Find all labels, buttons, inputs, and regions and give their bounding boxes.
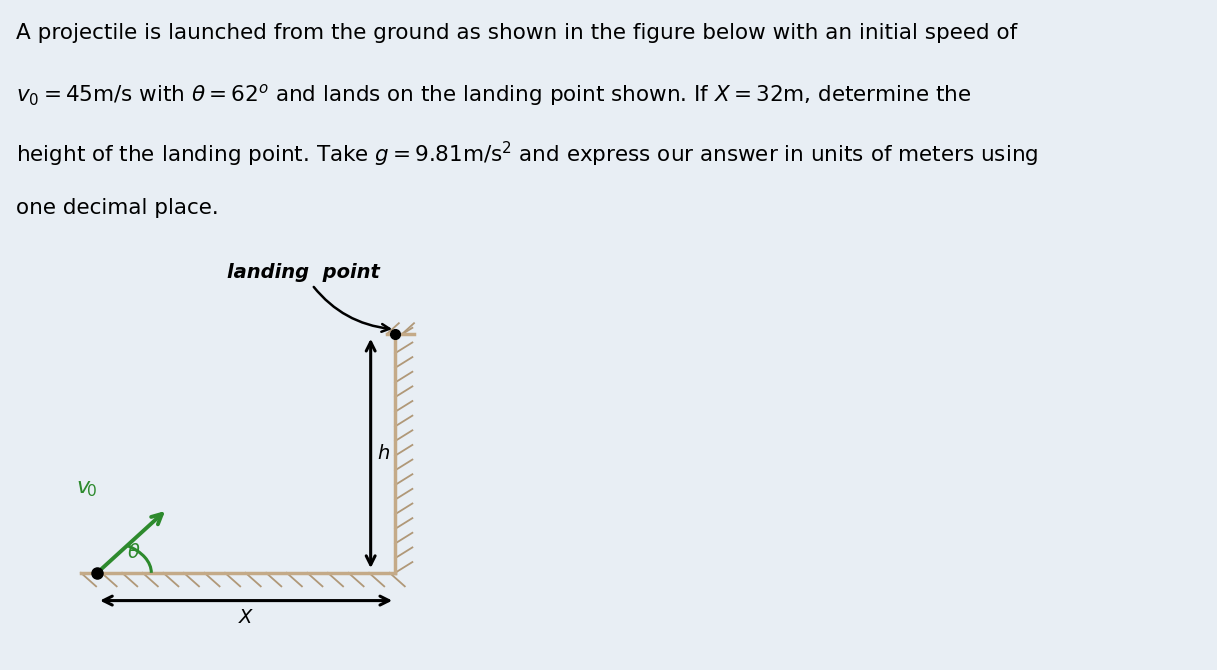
Text: $\theta$: $\theta$ (127, 543, 140, 562)
Text: one decimal place.: one decimal place. (16, 198, 219, 218)
Text: A projectile is launched from the ground as shown in the figure below with an in: A projectile is launched from the ground… (16, 23, 1017, 44)
Text: $X$: $X$ (237, 608, 254, 626)
Text: landing  point: landing point (228, 263, 389, 332)
Text: height of the landing point. Take $g = 9.81$m/s$^2$ and express our answer in un: height of the landing point. Take $g = 9… (16, 140, 1038, 170)
Text: $\mathit{v}_{\!0}$: $\mathit{v}_{\!0}$ (75, 480, 97, 499)
Text: $h$: $h$ (377, 444, 391, 463)
Text: $v_0 = 45$m/s with $\theta = 62^o$ and lands on the landing point shown. If $X =: $v_0 = 45$m/s with $\theta = 62^o$ and l… (16, 82, 971, 108)
